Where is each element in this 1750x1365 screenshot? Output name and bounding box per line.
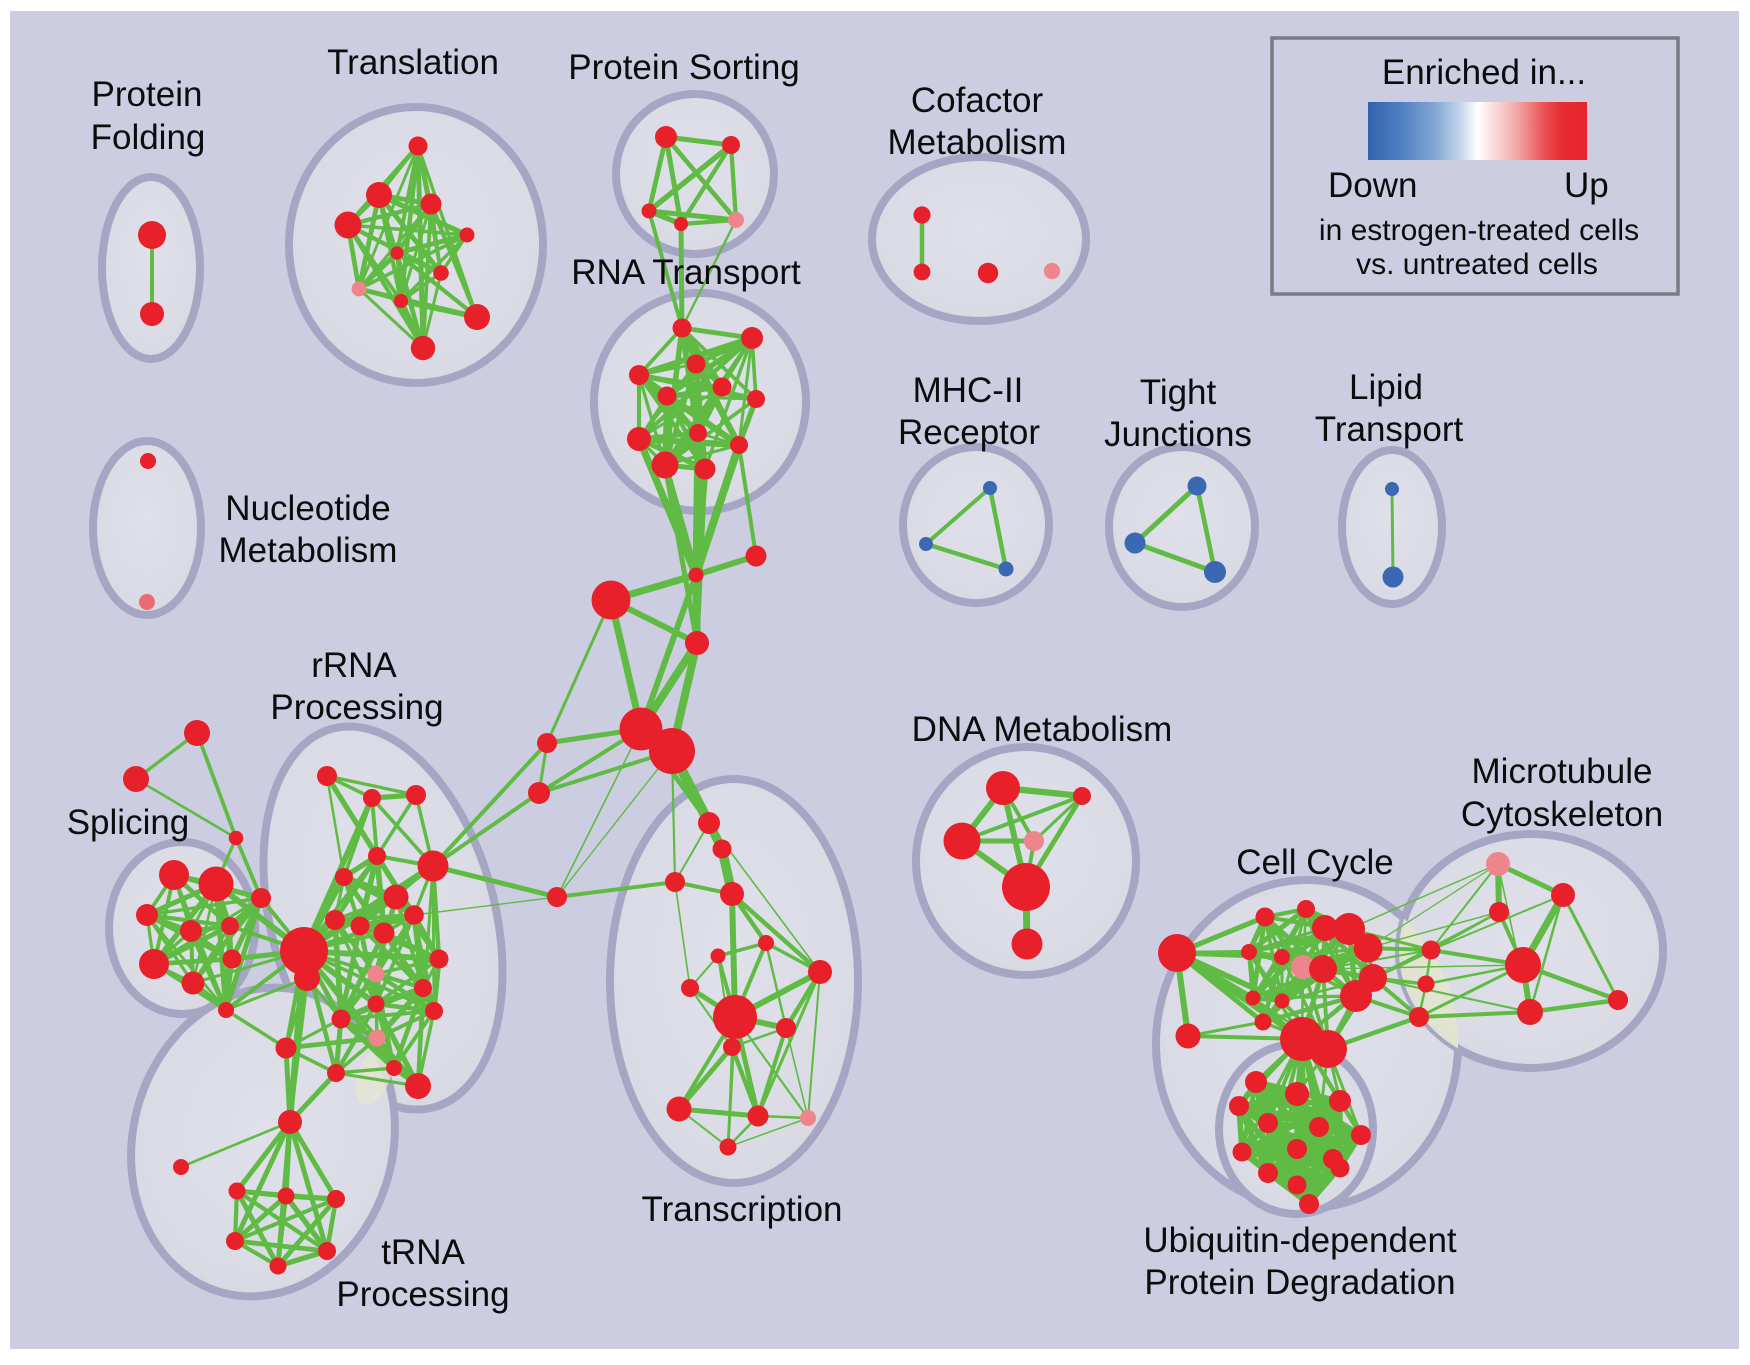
svg-text:Cofactor: Cofactor <box>911 81 1044 120</box>
svg-text:Cytoskeleton: Cytoskeleton <box>1461 795 1663 834</box>
svg-text:DNA Metabolism: DNA Metabolism <box>912 710 1173 749</box>
svg-text:Down: Down <box>1328 166 1417 205</box>
svg-text:Processing: Processing <box>270 688 443 727</box>
svg-text:Enriched in...: Enriched in... <box>1382 53 1586 92</box>
svg-text:Protein: Protein <box>92 75 203 114</box>
svg-text:Lipid: Lipid <box>1349 368 1423 407</box>
svg-text:Splicing: Splicing <box>67 803 190 842</box>
svg-text:Receptor: Receptor <box>898 413 1040 452</box>
svg-text:Metabolism: Metabolism <box>219 531 398 570</box>
svg-text:MHC-II: MHC-II <box>913 371 1024 410</box>
svg-text:tRNA: tRNA <box>381 1233 465 1272</box>
svg-text:in estrogen-treated cells: in estrogen-treated cells <box>1319 214 1639 247</box>
svg-text:RNA Transport: RNA Transport <box>571 253 801 292</box>
svg-text:Ubiquitin-dependent: Ubiquitin-dependent <box>1143 1221 1457 1260</box>
svg-text:Cell Cycle: Cell Cycle <box>1236 843 1394 882</box>
svg-text:Protein Sorting: Protein Sorting <box>568 48 800 87</box>
svg-text:Junctions: Junctions <box>1104 415 1252 454</box>
svg-text:Folding: Folding <box>91 118 206 157</box>
svg-text:Transport: Transport <box>1315 410 1464 449</box>
svg-text:vs. untreated cells: vs. untreated cells <box>1356 248 1598 281</box>
svg-text:Transcription: Transcription <box>642 1190 843 1229</box>
svg-text:Microtubule: Microtubule <box>1472 752 1653 791</box>
svg-text:Translation: Translation <box>327 43 499 82</box>
svg-text:Metabolism: Metabolism <box>888 123 1067 162</box>
svg-text:rRNA: rRNA <box>311 646 397 685</box>
svg-text:Protein Degradation: Protein Degradation <box>1144 1263 1455 1302</box>
svg-text:Nucleotide: Nucleotide <box>225 489 390 528</box>
svg-text:Tight: Tight <box>1140 373 1217 412</box>
svg-text:Processing: Processing <box>336 1275 509 1314</box>
svg-text:Up: Up <box>1564 166 1609 205</box>
